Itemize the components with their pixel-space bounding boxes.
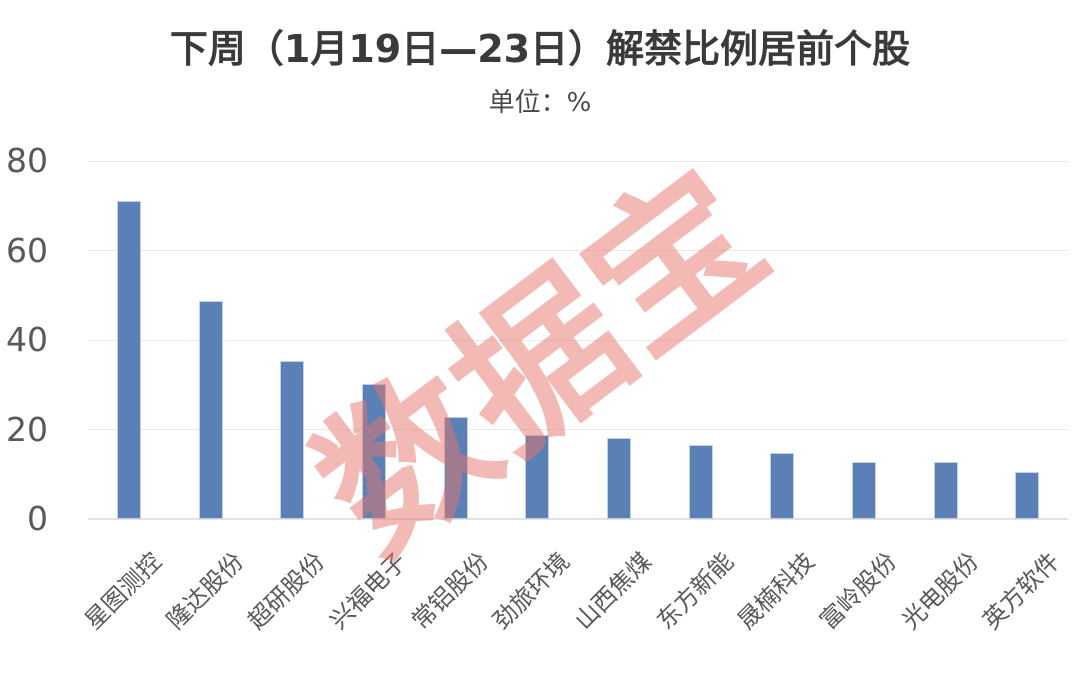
bar-10 bbox=[851, 462, 876, 519]
y-axis-tick-label-60: 60 bbox=[6, 230, 48, 270]
x-axis-label-12: 英方软件 bbox=[977, 547, 1066, 635]
bar-4 bbox=[361, 383, 386, 519]
y-axis-tick-label-80: 80 bbox=[6, 141, 48, 180]
gridline-60 bbox=[88, 250, 1068, 251]
x-axis-label-8: 东方新能 bbox=[650, 547, 739, 635]
gridline-20 bbox=[88, 429, 1068, 430]
x-axis-label-3: 超研股份 bbox=[242, 547, 331, 635]
x-axis-label-7: 山西焦煤 bbox=[569, 547, 657, 635]
x-axis-label-10: 富岭股份 bbox=[814, 547, 902, 635]
y-axis-tick-label-20: 20 bbox=[6, 409, 48, 449]
gridline-80 bbox=[88, 160, 1068, 162]
bar-5 bbox=[443, 416, 468, 519]
chart-subtitle: 单位：% bbox=[488, 88, 592, 118]
bar-12 bbox=[1015, 472, 1040, 519]
bar-11 bbox=[933, 461, 958, 519]
bar-1 bbox=[116, 201, 141, 519]
x-axis-line bbox=[88, 518, 1068, 520]
x-axis-label-11: 光电股份 bbox=[895, 547, 984, 635]
x-axis-label-2: 隆达股份 bbox=[160, 547, 249, 635]
bar-6 bbox=[525, 434, 550, 519]
bar-3 bbox=[280, 361, 305, 519]
bar-9 bbox=[770, 452, 795, 519]
bar-7 bbox=[606, 438, 631, 519]
x-axis-label-9: 晟楠科技 bbox=[732, 547, 821, 635]
y-axis-tick-label-0: 0 bbox=[27, 499, 48, 538]
chart-title: 下周（1月19日—23日）解禁比例居前个股 bbox=[169, 27, 911, 71]
y-axis-tick-label-40: 40 bbox=[6, 320, 48, 359]
x-axis-label-1: 星图测控 bbox=[79, 547, 167, 635]
gridline-40 bbox=[88, 339, 1068, 341]
bar-2 bbox=[198, 301, 223, 519]
x-axis-label-6: 劲旅环境 bbox=[487, 547, 576, 635]
bar-8 bbox=[688, 445, 713, 519]
